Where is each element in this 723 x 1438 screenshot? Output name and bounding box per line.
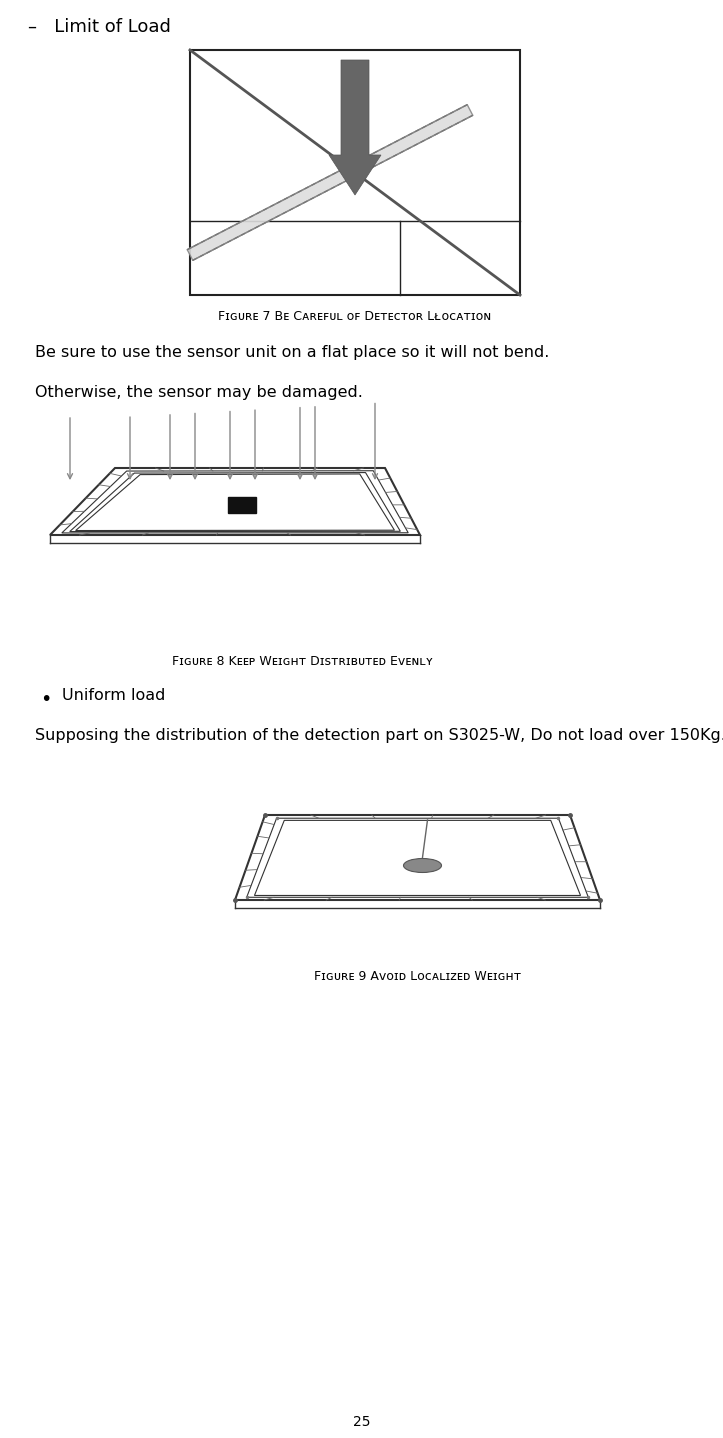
Polygon shape (187, 105, 473, 260)
Text: Uniform load: Uniform load (62, 687, 166, 703)
Text: –   Limit of Load: – Limit of Load (28, 19, 171, 36)
Ellipse shape (403, 858, 442, 873)
Polygon shape (329, 60, 381, 196)
Text: Otherwise, the sensor may be damaged.: Otherwise, the sensor may be damaged. (35, 385, 363, 400)
Text: Fɪɢᴜʀᴇ 8 Kᴇᴇᴘ Wᴇɪɢʜᴛ Dɪꜱᴛʀɪʙᴜᴛᴇᴅ Eᴠᴇɴʟʏ: Fɪɢᴜʀᴇ 8 Kᴇᴇᴘ Wᴇɪɢʜᴛ Dɪꜱᴛʀɪʙᴜᴛᴇᴅ Eᴠᴇɴʟʏ (172, 654, 433, 669)
Text: Supposing the distribution of the detection part on S3025-W, Do not load over 15: Supposing the distribution of the detect… (35, 728, 723, 743)
Text: Fɪɢᴜʀᴇ 9 Aᴠᴏɪᴅ Lᴏᴄᴀʟɪᴢᴇᴅ Wᴇɪɢʜᴛ: Fɪɢᴜʀᴇ 9 Aᴠᴏɪᴅ Lᴏᴄᴀʟɪᴢᴇᴅ Wᴇɪɢʜᴛ (314, 971, 521, 984)
Text: Fɪɢᴜʀᴇ 7 Bᴇ Cᴀʀᴇꜰᴜʟ ᴏꜰ Dᴇᴛᴇᴄᴛᴏʀ Lᴌᴏᴄᴀᴛɪᴏɴ: Fɪɢᴜʀᴇ 7 Bᴇ Cᴀʀᴇꜰᴜʟ ᴏꜰ Dᴇᴛᴇᴄᴛᴏʀ Lᴌᴏᴄᴀᴛɪᴏ… (218, 311, 492, 324)
Bar (228, 496, 255, 512)
Text: Be sure to use the sensor unit on a flat place so it will not bend.: Be sure to use the sensor unit on a flat… (35, 345, 549, 360)
Text: •: • (40, 690, 51, 709)
Text: 25: 25 (354, 1415, 371, 1429)
